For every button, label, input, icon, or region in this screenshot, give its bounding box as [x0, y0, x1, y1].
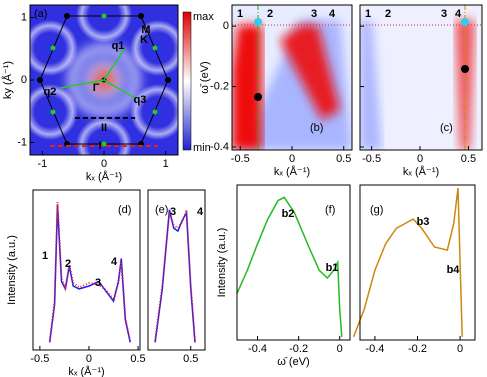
colorbar-label: max: [193, 11, 214, 23]
annotation: 1: [237, 8, 243, 20]
annotation: 2: [385, 8, 391, 20]
panel-label: (e): [155, 204, 168, 216]
annotation: 3: [170, 206, 176, 218]
annotation: 1: [365, 8, 371, 20]
axes-frame: [147, 189, 206, 351]
panel-label: (g): [370, 204, 383, 216]
panel-label: (d): [118, 204, 131, 216]
y-tick-label: 1: [21, 11, 27, 23]
panel-label: (f): [325, 204, 335, 216]
map-c: [360, 5, 482, 150]
x-tick-label: 0: [457, 343, 463, 355]
x-tick-label: 0: [289, 153, 295, 165]
annotation: K: [140, 34, 148, 46]
annotation: 4: [329, 8, 336, 20]
x-tick-label: 0: [101, 158, 107, 170]
y-axis-label: Intensity (a.u.): [216, 228, 228, 298]
annotation: b4: [447, 264, 461, 276]
x-tick-label: -0.5: [231, 153, 250, 165]
map-a: [30, 5, 178, 155]
annotation: II: [101, 122, 107, 134]
axes-frame: [236, 184, 351, 341]
annotation: 3: [95, 277, 101, 289]
x-tick-label: 0.5: [183, 353, 198, 365]
y-tick-label: 0: [21, 74, 27, 86]
x-axis-label: kₓ (Å⁻¹): [403, 165, 439, 178]
annotation: Γ: [93, 82, 100, 94]
x-axis-label: ω̄ (eV): [277, 356, 309, 368]
y-axis-label: ω̄ (eV): [199, 61, 211, 93]
panel-label: (a): [34, 8, 47, 20]
x-tick-label: 0: [417, 153, 423, 165]
x-tick-label: 1: [163, 158, 169, 170]
x-tick-label: -0.2: [289, 343, 308, 355]
x-tick-label: -0.4: [365, 343, 384, 355]
axes-frame: [32, 189, 141, 351]
annotation: 4: [197, 206, 204, 218]
y-tick-label: 0: [223, 20, 229, 32]
x-tick-label: 0: [86, 353, 92, 365]
y-axis-label: ky (Å⁻¹): [1, 61, 14, 99]
x-tick-label: -0.5: [362, 153, 381, 165]
x-tick-label: -0.4: [248, 343, 267, 355]
x-axis-label: kₓ (Å⁻¹): [68, 365, 104, 377]
annotation: 4: [455, 8, 462, 20]
x-tick-label: 0.5: [130, 353, 145, 365]
series-line: [154, 209, 196, 343]
axes-frame: [359, 4, 483, 151]
annotation: 2: [267, 8, 273, 20]
panel-label: (b): [310, 122, 323, 134]
x-axis-label: kₓ (Å⁻¹): [86, 170, 122, 183]
annotation: 4: [111, 256, 118, 268]
colorbar: [182, 11, 192, 151]
annotation: q1: [112, 40, 125, 52]
x-tick-label: -0.5: [30, 353, 49, 365]
x-tick-label: -0.2: [408, 343, 427, 355]
annotation: 1: [42, 250, 48, 262]
annotation: I: [98, 140, 101, 152]
y-axis-label: Intensity (a.u.): [6, 235, 18, 305]
map-b: [232, 5, 352, 150]
annotation: M: [141, 24, 150, 36]
annotation: b2: [282, 208, 295, 220]
x-tick-label: 0.5: [461, 153, 476, 165]
annotation: 3: [441, 8, 447, 20]
annotation: q2: [44, 86, 57, 98]
annotation: q3: [134, 94, 147, 106]
panel-label: (c): [440, 122, 453, 134]
series-line: [48, 202, 132, 342]
y-tick-label: -1: [17, 136, 27, 148]
y-tick-label: -0.4: [210, 141, 229, 153]
colorbar-label: min: [193, 142, 211, 154]
x-tick-label: 0.5: [336, 153, 351, 165]
annotation: b3: [417, 216, 430, 228]
series-line: [236, 196, 343, 337]
y-tick-label: -0.2: [210, 80, 229, 92]
annotation: 3: [311, 8, 317, 20]
x-tick-label: -1: [37, 158, 47, 170]
annotation: b1: [326, 262, 339, 274]
x-tick-label: 0: [337, 343, 343, 355]
x-axis-label: kₓ (Å⁻¹): [274, 165, 310, 178]
annotation: 2: [65, 258, 71, 270]
series-line: [352, 188, 463, 338]
